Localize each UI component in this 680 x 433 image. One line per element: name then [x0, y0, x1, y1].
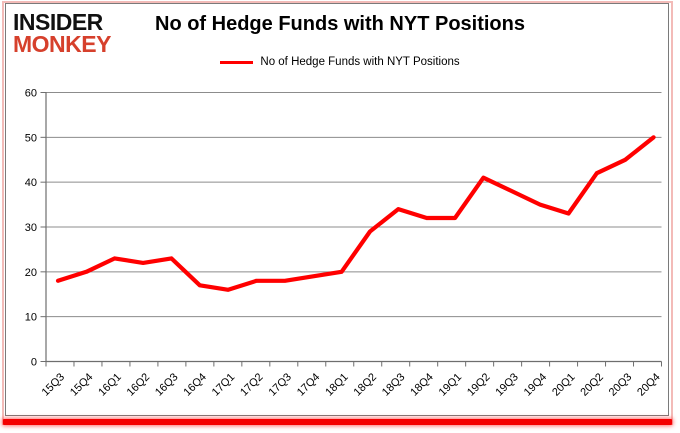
- y-tick-label: 0: [31, 357, 37, 369]
- y-tick-label: 30: [25, 222, 37, 234]
- data-series-line: [55, 135, 656, 292]
- x-tick-label: 19Q3: [493, 371, 521, 399]
- red-bottom-bar: [3, 419, 672, 425]
- x-tick-label: 16Q3: [153, 371, 181, 399]
- x-tick-label: 17Q4: [295, 371, 323, 399]
- x-tick-label: 17Q2: [238, 371, 266, 399]
- x-tick-label: 18Q1: [323, 371, 351, 399]
- x-tick-label: 16Q2: [125, 371, 153, 399]
- x-tick-label: 19Q1: [437, 371, 465, 399]
- legend-label: No of Hedge Funds with NYT Positions: [260, 56, 460, 68]
- y-tick-label: 40: [25, 177, 37, 189]
- x-tick-label: 19Q2: [465, 371, 493, 399]
- x-tick-label: 15Q4: [68, 371, 96, 399]
- insider-monkey-logo: INSIDER MONKEY: [13, 9, 111, 57]
- y-tick-label: 10: [25, 312, 37, 324]
- x-tick-label: 18Q3: [380, 371, 408, 399]
- x-tick-label: 18Q2: [352, 371, 380, 399]
- logo-word-monkey: MONKEY: [13, 31, 111, 57]
- y-tick-label: 20: [25, 267, 37, 279]
- x-tick-label: 20Q2: [578, 371, 606, 399]
- x-tick-label: 19Q4: [522, 371, 550, 399]
- x-tick-label: 20Q4: [635, 371, 663, 399]
- logo-word-insider: INSIDER: [13, 9, 103, 35]
- legend-line-swatch: [220, 60, 254, 64]
- y-tick-label: 50: [25, 132, 37, 144]
- chart-title: No of Hedge Funds with NYT Positions: [155, 13, 525, 35]
- y-tick-label: 60: [25, 88, 37, 100]
- x-tick-label: 16Q1: [96, 371, 124, 399]
- x-tick-label: 18Q4: [408, 371, 436, 399]
- x-tick-label: 17Q1: [210, 371, 238, 399]
- x-tick-label: 16Q4: [181, 371, 209, 399]
- x-tick-label: 15Q3: [40, 371, 68, 399]
- chart-legend: No of Hedge Funds with NYT Positions: [0, 56, 680, 68]
- x-tick-label: 17Q3: [266, 371, 294, 399]
- x-tick-label: 20Q1: [550, 371, 578, 399]
- x-tick-label: 20Q3: [607, 371, 635, 399]
